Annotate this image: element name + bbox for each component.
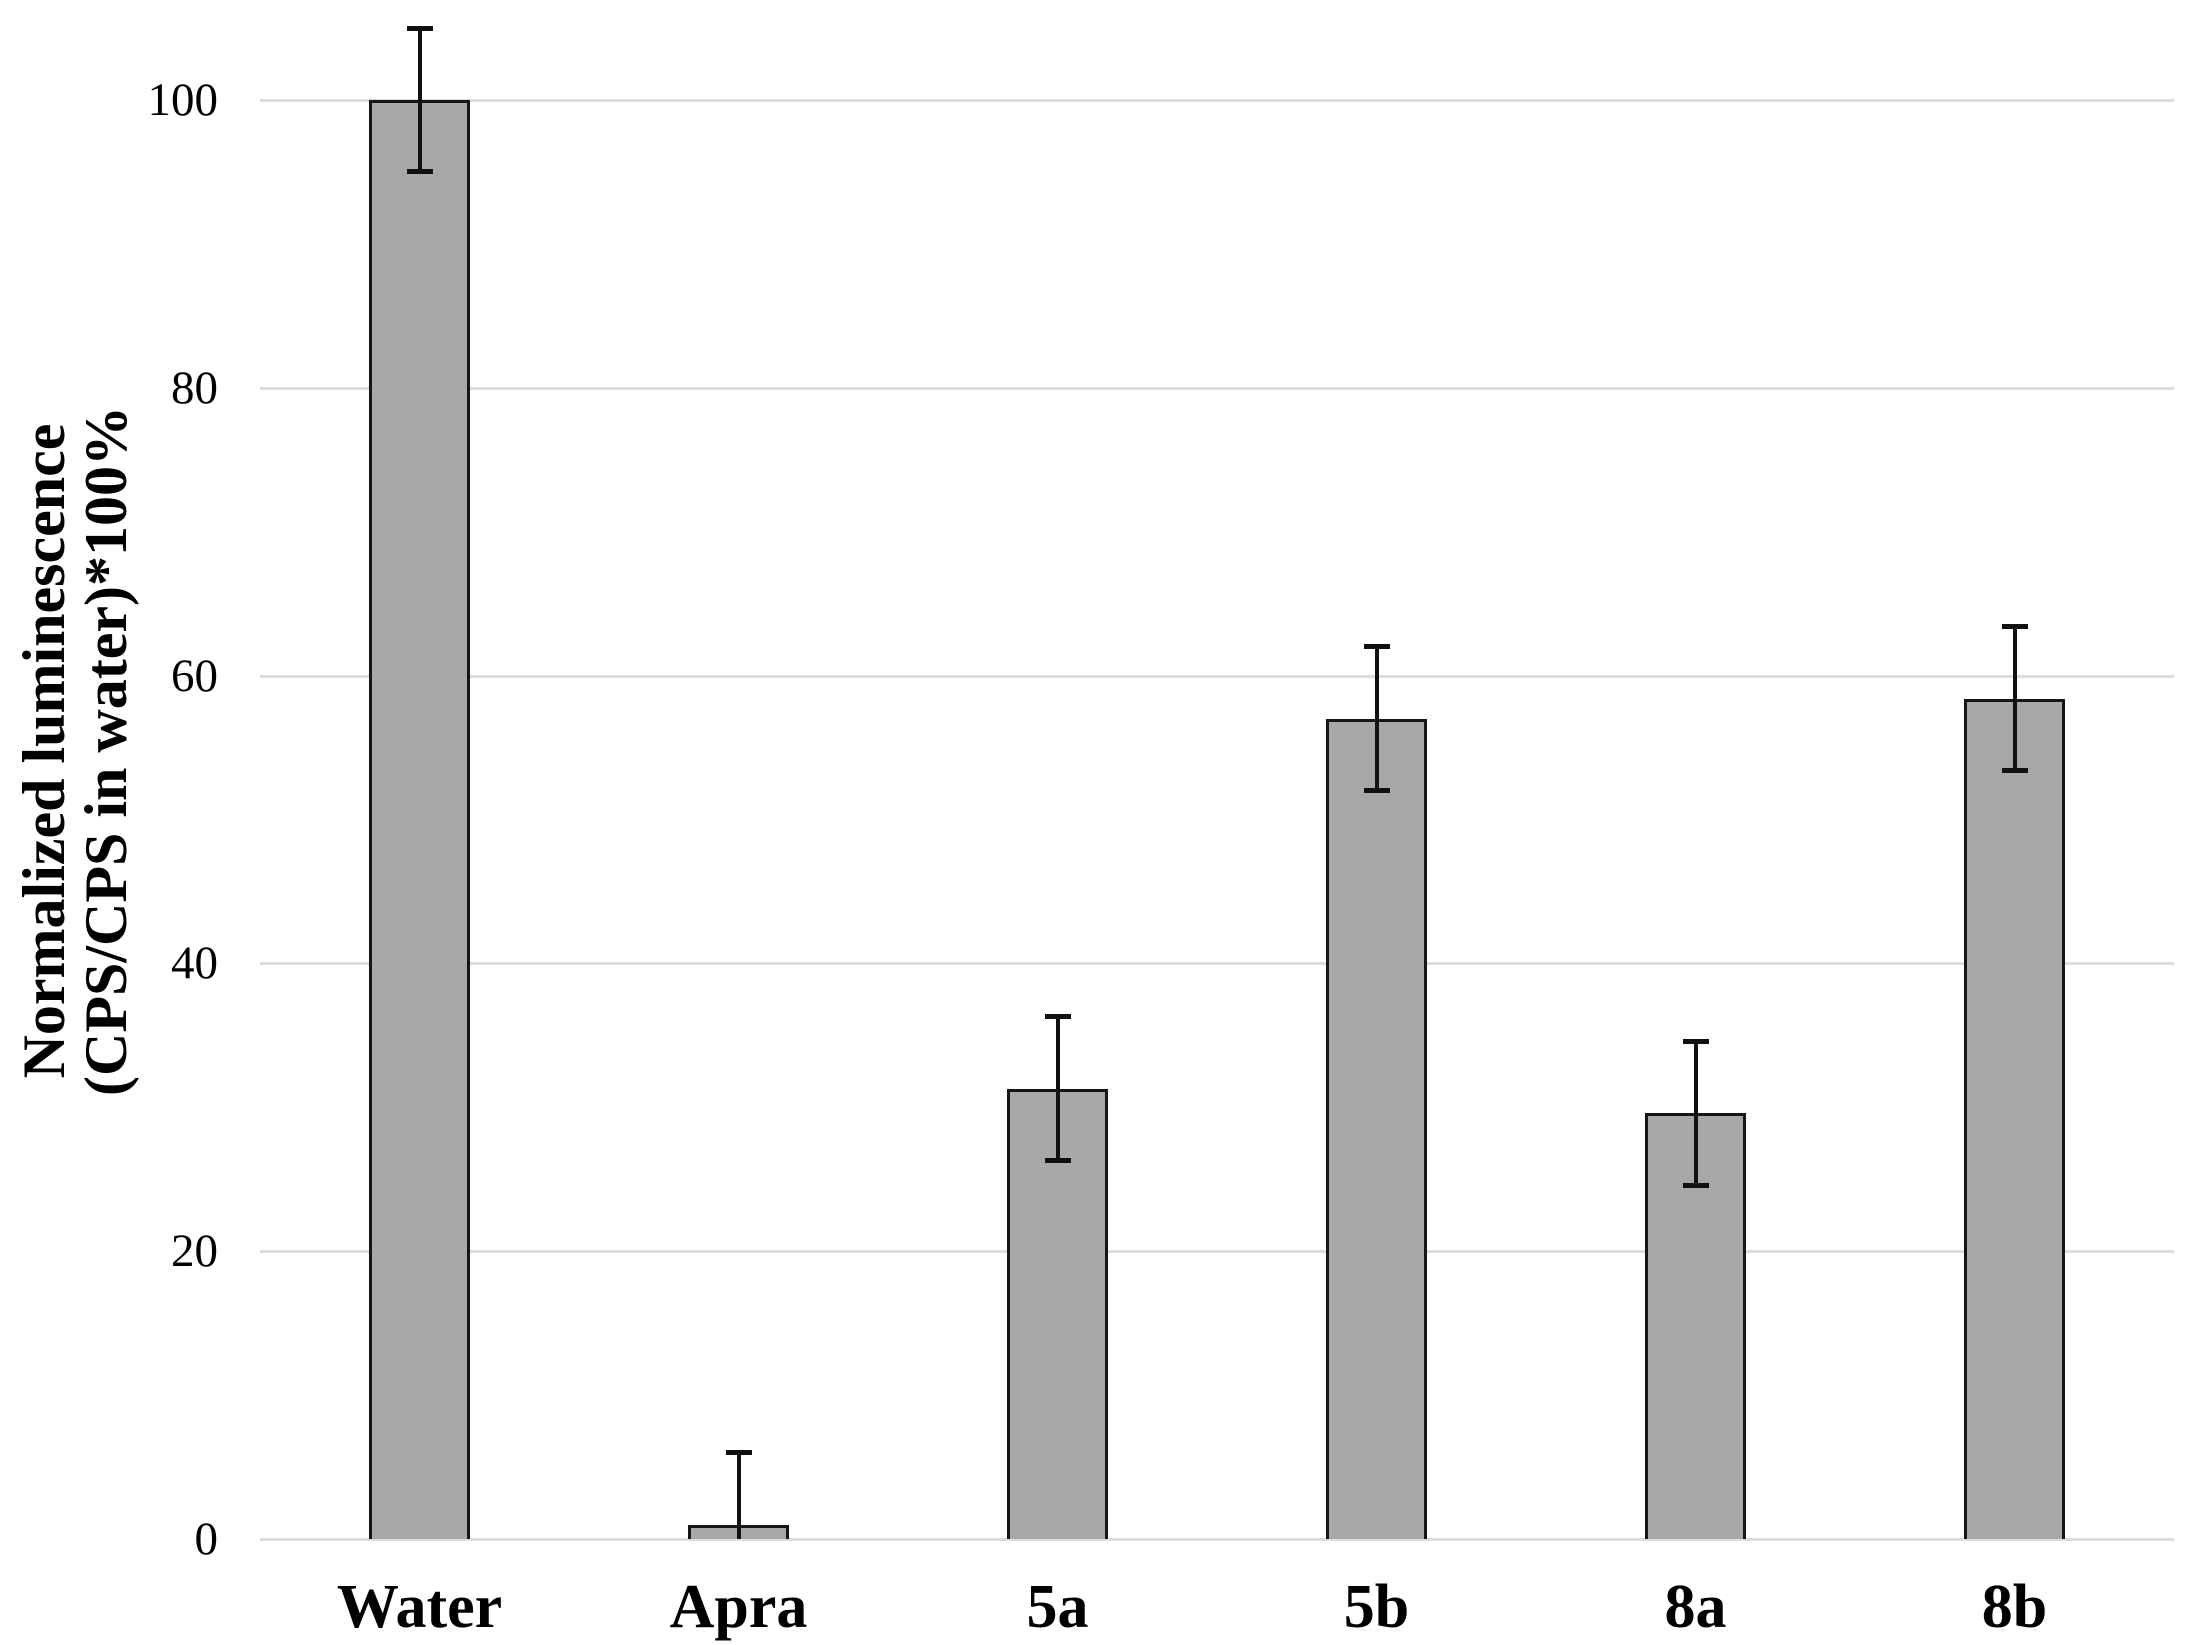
gridline-60 <box>260 674 2174 678</box>
gridline-100 <box>260 99 2174 102</box>
y-axis-title-line1: Normalized luminescence <box>11 423 77 1079</box>
error-whisker-8b <box>2012 626 2017 771</box>
x-category-label-Apra: Apra <box>669 1573 808 1641</box>
error-cap-top-Apra <box>725 1450 752 1456</box>
x-category-label-8a: 8a <box>1664 1573 1727 1641</box>
error-whisker-5b <box>1374 646 1379 791</box>
error-whisker-8a <box>1693 1041 1698 1185</box>
gridline-80 <box>260 386 2174 390</box>
error-whisker-Apra <box>736 1452 741 1539</box>
y-tick-label-80: 80 <box>171 361 218 414</box>
error-cap-top-8a <box>1682 1038 1709 1044</box>
error-cap-top-Water <box>406 25 433 31</box>
y-axis-title-line2: (CPS/CPS in water)*100% <box>73 406 139 1096</box>
error-cap-top-8b <box>2001 624 2028 630</box>
error-cap-bottom-8a <box>1682 1182 1709 1188</box>
error-cap-bottom-Water <box>406 169 433 175</box>
gridline-40 <box>260 962 2174 966</box>
error-cap-top-5a <box>1044 1014 1071 1020</box>
gridline-0 <box>260 1538 2174 1541</box>
y-tick-label-100: 100 <box>147 74 219 126</box>
bar-8b <box>1964 698 2065 1539</box>
error-cap-bottom-5b <box>1363 788 1390 794</box>
error-whisker-Water <box>417 28 422 172</box>
error-cap-bottom-8b <box>2001 768 2028 774</box>
error-whisker-5a <box>1055 1016 1060 1161</box>
y-axis-title: Normalized luminescence (CPS/CPS in wate… <box>11 371 139 1131</box>
error-cap-top-5b <box>1363 644 1390 650</box>
x-category-label-8b: 8b <box>1981 1573 2048 1641</box>
gridline-20 <box>260 1250 2174 1254</box>
y-tick-label-0: 0 <box>194 1513 219 1565</box>
x-category-label-Water: Water <box>336 1573 503 1641</box>
x-category-label-5a: 5a <box>1026 1573 1089 1641</box>
y-tick-label-60: 60 <box>171 649 218 702</box>
y-tick-label-40: 40 <box>171 937 218 990</box>
error-cap-bottom-5a <box>1044 1158 1071 1164</box>
x-category-label-5b: 5b <box>1343 1573 1410 1641</box>
bar-Water <box>369 100 470 1539</box>
bar-5b <box>1326 718 1427 1539</box>
y-tick-label-20: 20 <box>171 1225 218 1278</box>
bar-5a <box>1007 1088 1108 1539</box>
